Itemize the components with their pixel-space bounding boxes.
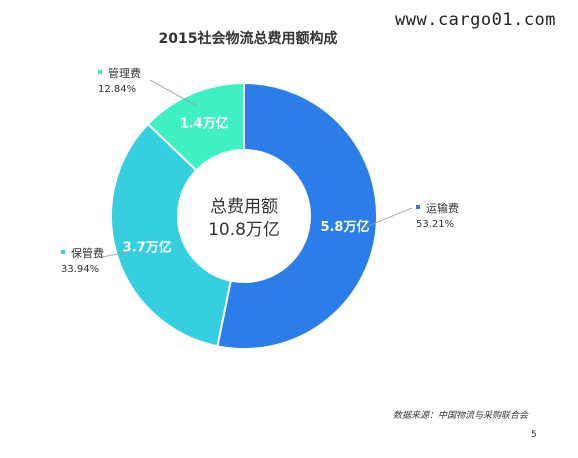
label-transport: 运输费 53.21% bbox=[416, 200, 459, 230]
slice-value-label-0: 5.8万亿 bbox=[320, 219, 369, 235]
page-number: 5 bbox=[531, 430, 537, 440]
legend-marker bbox=[98, 70, 102, 74]
leader-line-2 bbox=[149, 79, 198, 107]
chart-title: 2015社会物流总费用额构成 bbox=[158, 31, 338, 47]
slice-value-label-1: 3.7万亿 bbox=[123, 239, 172, 255]
donut-slice-0 bbox=[216, 81, 378, 350]
legend-marker bbox=[416, 205, 420, 209]
legend-marker bbox=[61, 250, 65, 254]
label-storage-percent: 33.94% bbox=[61, 264, 100, 275]
label-storage-name: 保管费 bbox=[71, 247, 104, 260]
center-label-value: 10.8万亿 bbox=[208, 220, 280, 240]
slice-value-label-2: 1.4万亿 bbox=[180, 116, 229, 132]
label-transport-percent: 53.21% bbox=[416, 219, 455, 230]
leader-line-0 bbox=[362, 207, 413, 229]
watermark-text: www.cargo01.com bbox=[395, 10, 557, 30]
label-management: 管理费 12.84% bbox=[98, 65, 141, 95]
label-storage: 保管费 33.94% bbox=[61, 245, 104, 275]
leader-line-1 bbox=[96, 251, 131, 259]
label-transport-name: 运输费 bbox=[426, 202, 459, 215]
label-management-name: 管理费 bbox=[108, 67, 141, 80]
donut-slice-1 bbox=[110, 122, 232, 348]
data-source-note: 数据来源：中国物流与采购联合会 bbox=[393, 411, 529, 421]
label-management-percent: 12.84% bbox=[98, 84, 137, 95]
donut-slice-2 bbox=[146, 81, 245, 172]
center-label-title: 总费用额 bbox=[210, 197, 278, 217]
